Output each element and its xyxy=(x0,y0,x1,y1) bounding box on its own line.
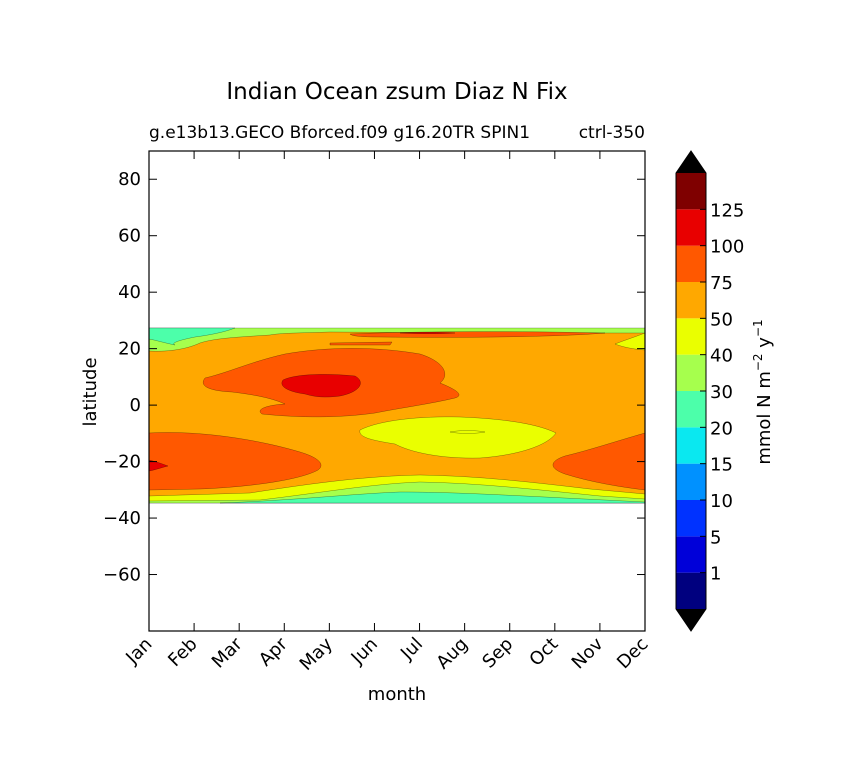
contour-field xyxy=(149,327,645,504)
colorbar-label: mmol N m−2 y−1 xyxy=(751,319,775,464)
y-tick-label: −60 xyxy=(103,565,141,586)
plot-frame xyxy=(148,150,646,632)
contour-inner-equatorial xyxy=(449,430,486,434)
x-tick-label: Nov xyxy=(568,633,608,673)
y-tick-label: 80 xyxy=(118,169,141,190)
x-tick-label: Jun xyxy=(347,634,382,669)
colorbar-segment xyxy=(676,282,706,319)
colorbar-tick-label: 5 xyxy=(710,527,721,548)
colorbar-segment xyxy=(676,245,706,282)
x-tick-label: Oct xyxy=(525,634,562,671)
colorbar-label-main: mmol N m xyxy=(754,371,775,465)
colorbar-over-arrow xyxy=(676,151,706,173)
colorbar-segment xyxy=(676,173,706,210)
colorbar-segment xyxy=(676,318,706,355)
region-north-streak-100-125 xyxy=(399,332,456,334)
colorbar-label-exp1: −2 xyxy=(751,353,765,371)
colorbar-tick-label: 30 xyxy=(710,382,733,403)
x-tick-label: Jan xyxy=(121,634,156,669)
chart-title: Indian Ocean zsum Diaz N Fix xyxy=(226,79,567,105)
region-south-west-75-100 xyxy=(149,432,322,491)
colorbar-segment xyxy=(676,536,706,573)
x-tick-label: Mar xyxy=(208,633,247,672)
colorbar-segment xyxy=(676,354,706,391)
x-tick-label: May xyxy=(296,633,337,674)
y-tick-label: 60 xyxy=(118,226,141,247)
colorbar-segment xyxy=(676,209,706,246)
colorbar-segment xyxy=(676,463,706,500)
y-axis: 80 60 40 20 0 −20 −40 −60 xyxy=(103,169,645,586)
colorbar-under-arrow xyxy=(676,609,706,631)
region-north-east-40-50 xyxy=(614,332,645,351)
colorbar-tick-label: 100 xyxy=(710,237,744,258)
colorbar-segment xyxy=(676,427,706,464)
colorbar-tick-label: 50 xyxy=(710,309,733,330)
region-core-100-125 xyxy=(281,374,361,398)
y-tick-label: 20 xyxy=(118,339,141,360)
y-tick-label: −20 xyxy=(103,452,141,473)
colorbar-segment xyxy=(676,500,706,537)
colorbar-segment xyxy=(676,391,706,428)
region-south-20-30 xyxy=(219,491,645,504)
y-tick-label: −40 xyxy=(103,508,141,529)
region-north-20-30 xyxy=(149,327,236,346)
colorbar-tick-label: 20 xyxy=(710,418,733,439)
chart-subtitle-right: ctrl-350 xyxy=(579,123,645,143)
y-axis-label: latitude xyxy=(80,357,101,426)
region-north-sliver-75-100 xyxy=(329,341,393,346)
x-tick-label: Apr xyxy=(255,633,292,670)
chart-subtitle-left: g.e13b13.GECO Bforced.f09 g16.20TR SPIN1 xyxy=(149,123,530,143)
region-south-east-75-100 xyxy=(552,432,645,491)
colorbar-segment xyxy=(676,572,706,609)
x-tick-label: Sep xyxy=(478,634,517,673)
y-tick-label: 40 xyxy=(118,282,141,303)
colorbar-tick-label: 10 xyxy=(710,491,733,512)
x-tick-label: Aug xyxy=(432,634,472,674)
x-tick-label: Dec xyxy=(613,634,652,673)
colorbar-label-mid: y xyxy=(754,337,775,354)
x-axis-label: month xyxy=(368,684,426,705)
colorbar-tick-label: 75 xyxy=(710,273,733,294)
colorbar-tick-label: 15 xyxy=(710,455,733,476)
colorbar-label-exp2: −1 xyxy=(751,319,765,337)
x-tick-label: Feb xyxy=(164,634,201,671)
colorbar-tick-label: 1 xyxy=(710,564,721,585)
colorbar-tick-label: 40 xyxy=(710,346,733,367)
x-tick-label: Jul xyxy=(396,634,427,665)
colorbar-outline xyxy=(675,150,707,632)
y-tick-label: 0 xyxy=(130,395,141,416)
colorbar-tick-label: 125 xyxy=(710,200,744,221)
region-equatorial-40-50 xyxy=(359,416,557,459)
